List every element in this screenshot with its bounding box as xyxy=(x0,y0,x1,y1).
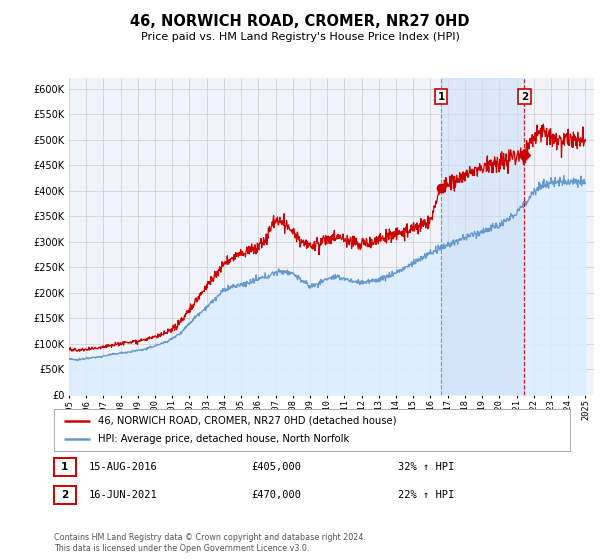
Text: 2: 2 xyxy=(521,92,528,102)
Text: 1: 1 xyxy=(61,462,68,472)
Bar xyxy=(441,78,524,395)
Text: 2: 2 xyxy=(61,490,68,500)
Text: 46, NORWICH ROAD, CROMER, NR27 0HD (detached house): 46, NORWICH ROAD, CROMER, NR27 0HD (deta… xyxy=(98,416,397,426)
Text: 16-JUN-2021: 16-JUN-2021 xyxy=(89,490,157,500)
Text: 1: 1 xyxy=(437,92,445,102)
Text: £470,000: £470,000 xyxy=(251,490,301,500)
Text: 15-AUG-2016: 15-AUG-2016 xyxy=(89,462,157,472)
Text: Price paid vs. HM Land Registry's House Price Index (HPI): Price paid vs. HM Land Registry's House … xyxy=(140,32,460,43)
Text: 46, NORWICH ROAD, CROMER, NR27 0HD: 46, NORWICH ROAD, CROMER, NR27 0HD xyxy=(130,14,470,29)
Text: HPI: Average price, detached house, North Norfolk: HPI: Average price, detached house, Nort… xyxy=(98,434,349,444)
Text: 22% ↑ HPI: 22% ↑ HPI xyxy=(398,490,454,500)
Text: This data is licensed under the Open Government Licence v3.0.: This data is licensed under the Open Gov… xyxy=(54,544,310,553)
Text: 32% ↑ HPI: 32% ↑ HPI xyxy=(398,462,454,472)
Text: Contains HM Land Registry data © Crown copyright and database right 2024.: Contains HM Land Registry data © Crown c… xyxy=(54,533,366,542)
Text: £405,000: £405,000 xyxy=(251,462,301,472)
